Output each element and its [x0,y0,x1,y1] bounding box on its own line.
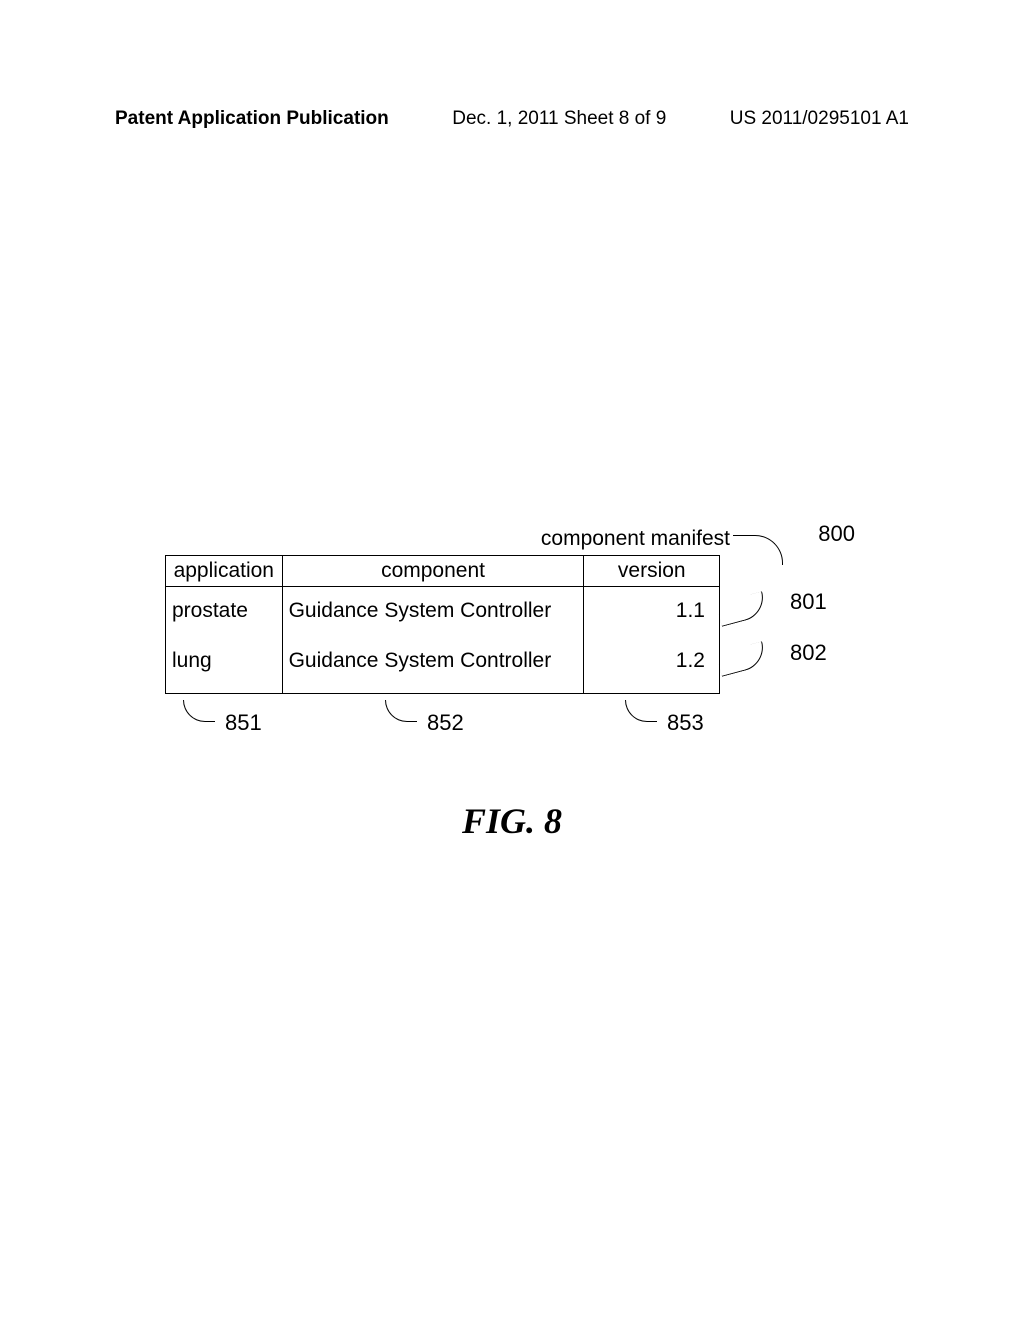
header-center: Dec. 1, 2011 Sheet 8 of 9 [452,108,666,130]
header-left: Patent Application Publication [115,108,389,130]
row-spacer [289,623,578,649]
row-spacer [172,623,276,649]
ref-800: 800 [818,521,855,547]
cell-ver-1: 1.2 [590,649,705,673]
leader-line-801 [716,591,769,627]
leader-line-802 [716,641,769,677]
cell-comp-0: Guidance System Controller [289,599,578,623]
col-version: 1.1 1.2 [584,587,719,693]
ref-852: 852 [427,710,464,736]
cell-app-1: lung [172,649,276,673]
table-body: prostate lung Guidance System Controller… [166,587,719,693]
header-right: US 2011/0295101 A1 [730,108,909,130]
ref-853: 853 [667,710,704,736]
leader-line-851 [183,700,215,722]
leader-line-852 [385,700,417,722]
figure-caption: FIG. 8 [0,800,1024,842]
cell-ver-0: 1.1 [590,599,705,623]
col-component: Guidance System Controller Guidance Syst… [283,587,585,693]
page-header: Patent Application Publication Dec. 1, 2… [0,108,1024,130]
cell-app-0: prostate [172,599,276,623]
row-spacer [590,623,705,649]
col-application: prostate lung [166,587,283,693]
col-header-application: application [166,556,283,586]
ref-801: 801 [790,589,827,615]
manifest-label: component manifest [541,527,730,551]
ref-802: 802 [790,640,827,666]
leader-line-853 [625,700,657,722]
diagram-container: component manifest 800 application compo… [165,555,865,694]
cell-comp-1: Guidance System Controller [289,649,578,673]
col-header-component: component [283,556,585,586]
leader-line-800 [733,535,783,565]
ref-851: 851 [225,710,262,736]
table-header-row: application component version [166,556,719,587]
col-header-version: version [584,556,719,586]
manifest-table: application component version prostate l… [165,555,720,694]
